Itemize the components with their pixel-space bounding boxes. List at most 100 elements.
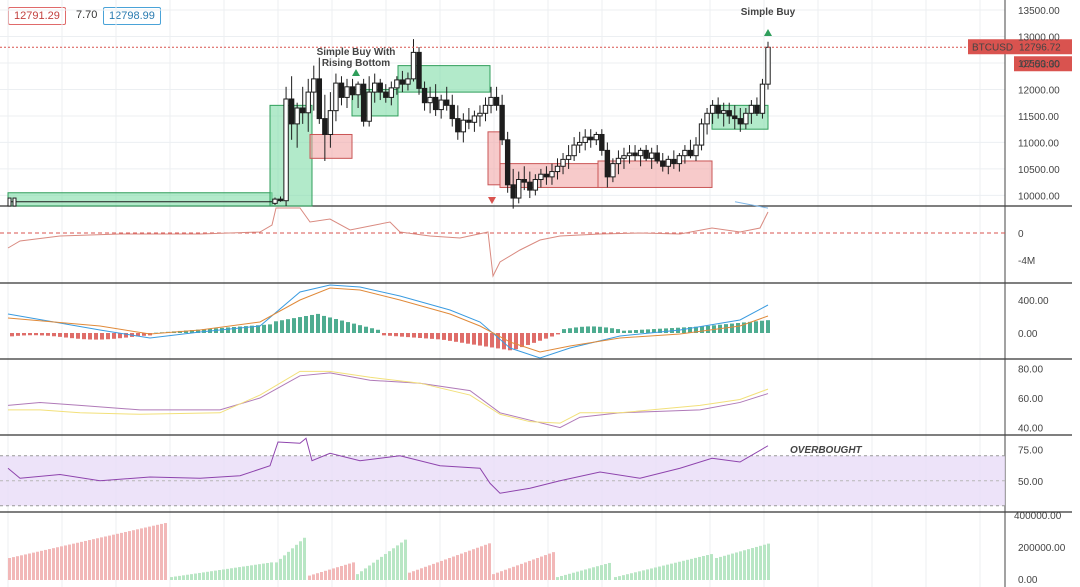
candle-body [593,133,599,141]
volume-bar [234,567,237,580]
volume-bar [124,531,127,580]
volume-bar [238,567,241,580]
candle-body [410,51,417,80]
volume-bar [384,554,387,580]
price-tick: 12000.00 [1018,85,1060,96]
macd-bar [682,327,686,333]
volume-bar [12,557,15,580]
volume-bar [710,554,713,580]
candle-body [499,104,505,141]
volume-bar [512,566,515,580]
volume-bar [492,574,495,580]
macd-bar [580,326,584,333]
candle-body [504,139,511,186]
volume-bar [104,536,107,580]
macd-bar [556,333,560,335]
spread-value: 7.70 [76,7,98,23]
candle-body [477,112,483,117]
panel3-tick: 80.00 [1018,364,1043,375]
candle-body [299,107,306,114]
volume-bar [404,539,407,580]
volume-bar [84,540,87,580]
macd-bar [448,333,452,341]
macd-bar [364,326,368,333]
candle-body [648,152,655,159]
volume-bar [560,575,563,580]
volume-bar [364,568,367,580]
volume-bar [254,564,257,580]
panel5-tick: 400000.00 [1014,511,1062,522]
volume-bar [440,560,443,580]
candle-body [466,119,472,123]
macd-bar [736,323,740,333]
volume-bar [682,560,685,580]
macd-bar [388,333,392,336]
candle-body [322,118,328,135]
signal-zone [7,192,273,207]
panel2-tick: 0.00 [1018,329,1038,340]
volume-bar [24,554,27,580]
candle-body [527,181,533,191]
volume-bar [428,565,431,580]
volume-bar [108,535,111,580]
macd-bar [334,318,338,333]
volume-bar [572,572,575,580]
candle-body [571,144,577,157]
volume-bar [258,564,261,580]
macd-bar [262,324,266,333]
volume-bar [52,548,55,580]
volume-bar [287,551,290,580]
dmi-line [8,370,769,424]
buy-arrow-icon [764,29,772,36]
macd-bar [478,333,482,346]
volume-bar [690,558,693,580]
macd-bar [292,318,296,333]
candle-body [488,96,494,106]
volume-bar [8,558,11,580]
macd-bar [526,333,530,345]
candle-body [765,46,771,85]
candle-body [632,152,638,157]
volume-bar [666,564,669,580]
signal-zone [597,160,713,188]
volume-bar [548,553,551,580]
panel4-tick: 50.00 [1018,477,1043,488]
candle-body [748,104,755,114]
volume-bar [504,569,507,580]
volume-bar [520,563,523,580]
candle-body [637,149,644,157]
macd-bar [298,317,302,333]
macd-bar [226,327,230,333]
panel4-tick: 75.00 [1018,446,1043,457]
candle-body [311,78,317,93]
candle-body [565,155,572,160]
macd-bar [346,322,350,333]
countdown-tag [1014,56,1072,72]
volume-bar [283,555,286,580]
buy-annotation-label: Simple Buy With [317,47,396,58]
macd-bar [310,314,314,333]
volume-bar [552,552,555,580]
candle-body [543,173,550,178]
macd-bar [490,333,494,348]
volume-bar [332,568,335,580]
macd-bar [730,323,734,333]
candle-body [272,198,278,204]
candle-body [427,96,433,104]
volume-bar [28,553,31,580]
volume-bar [576,571,579,580]
macd-bar [724,324,728,333]
volume-bar [56,547,59,580]
macd-bar [274,321,278,333]
volume-bar [72,543,75,580]
volume-bar [444,559,447,580]
volume-bar [152,525,155,580]
macd-bar [592,326,596,333]
candle-body [704,112,710,125]
candle-body [277,198,284,202]
macd-bar [664,328,668,333]
candle-body [693,144,699,157]
candle-body [360,83,367,122]
candle-body [615,157,622,165]
